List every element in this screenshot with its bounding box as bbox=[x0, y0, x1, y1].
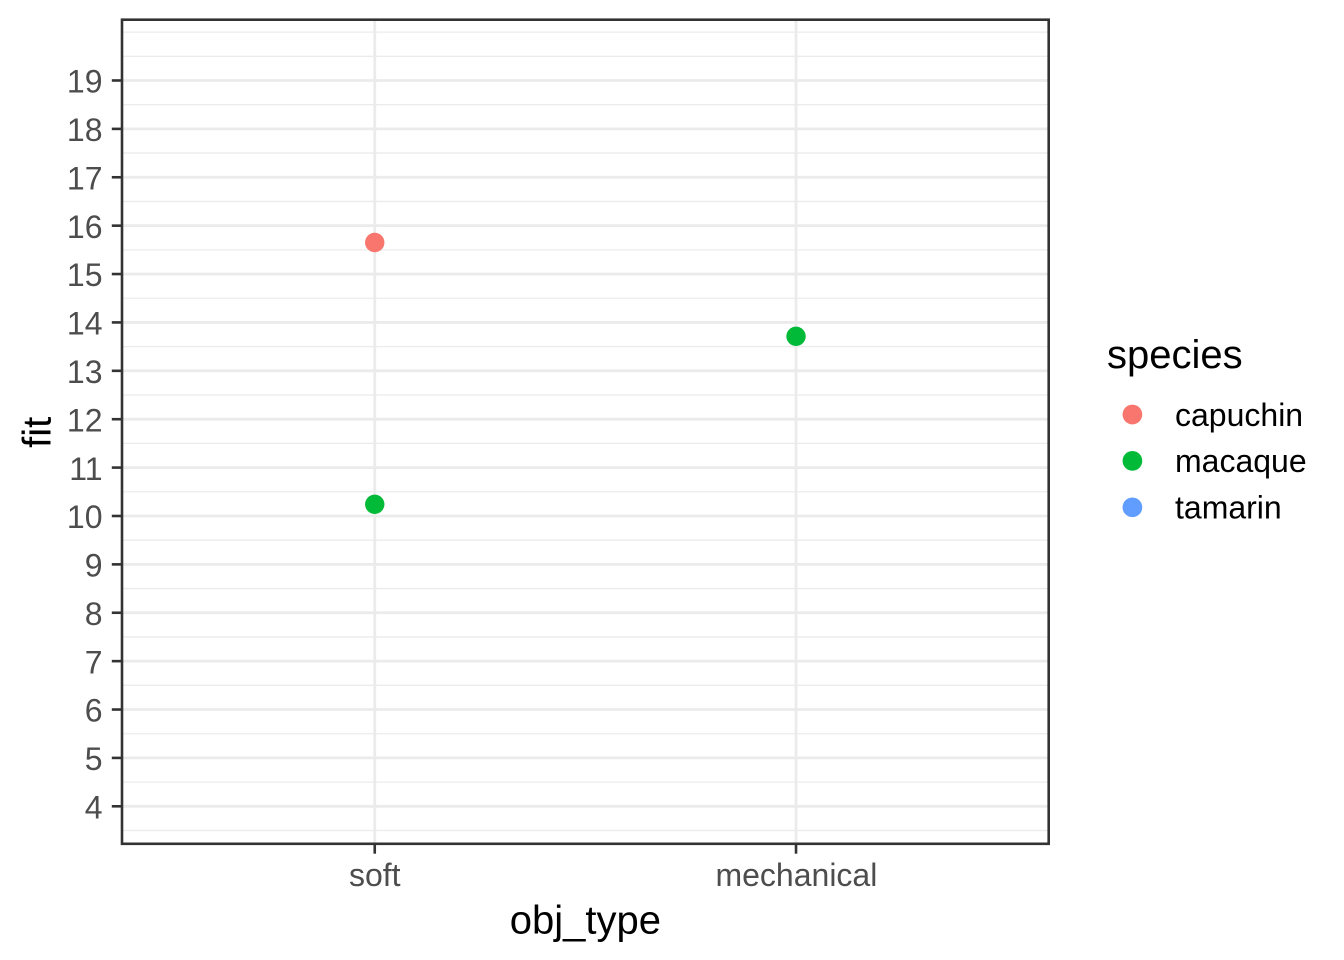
svg-text:macaque: macaque bbox=[1175, 443, 1307, 479]
svg-text:11: 11 bbox=[69, 451, 102, 487]
svg-text:5: 5 bbox=[85, 741, 103, 777]
svg-text:species: species bbox=[1107, 333, 1243, 377]
svg-text:8: 8 bbox=[85, 596, 103, 632]
svg-text:tamarin: tamarin bbox=[1175, 490, 1282, 526]
svg-text:10: 10 bbox=[67, 499, 103, 535]
svg-text:obj_type: obj_type bbox=[510, 898, 661, 942]
svg-text:7: 7 bbox=[85, 644, 103, 680]
svg-text:14: 14 bbox=[67, 306, 103, 342]
svg-text:9: 9 bbox=[85, 548, 103, 584]
svg-text:fit: fit bbox=[16, 417, 60, 448]
svg-text:soft: soft bbox=[349, 857, 401, 893]
svg-text:4: 4 bbox=[85, 790, 103, 826]
svg-text:18: 18 bbox=[67, 112, 103, 148]
svg-text:15: 15 bbox=[67, 257, 103, 293]
svg-text:capuchin: capuchin bbox=[1175, 397, 1303, 433]
svg-text:19: 19 bbox=[67, 64, 103, 100]
svg-text:6: 6 bbox=[85, 693, 103, 729]
svg-text:17: 17 bbox=[67, 160, 103, 196]
svg-text:mechanical: mechanical bbox=[715, 857, 877, 893]
svg-text:16: 16 bbox=[67, 209, 103, 245]
svg-text:12: 12 bbox=[67, 402, 103, 438]
svg-text:13: 13 bbox=[67, 354, 103, 390]
